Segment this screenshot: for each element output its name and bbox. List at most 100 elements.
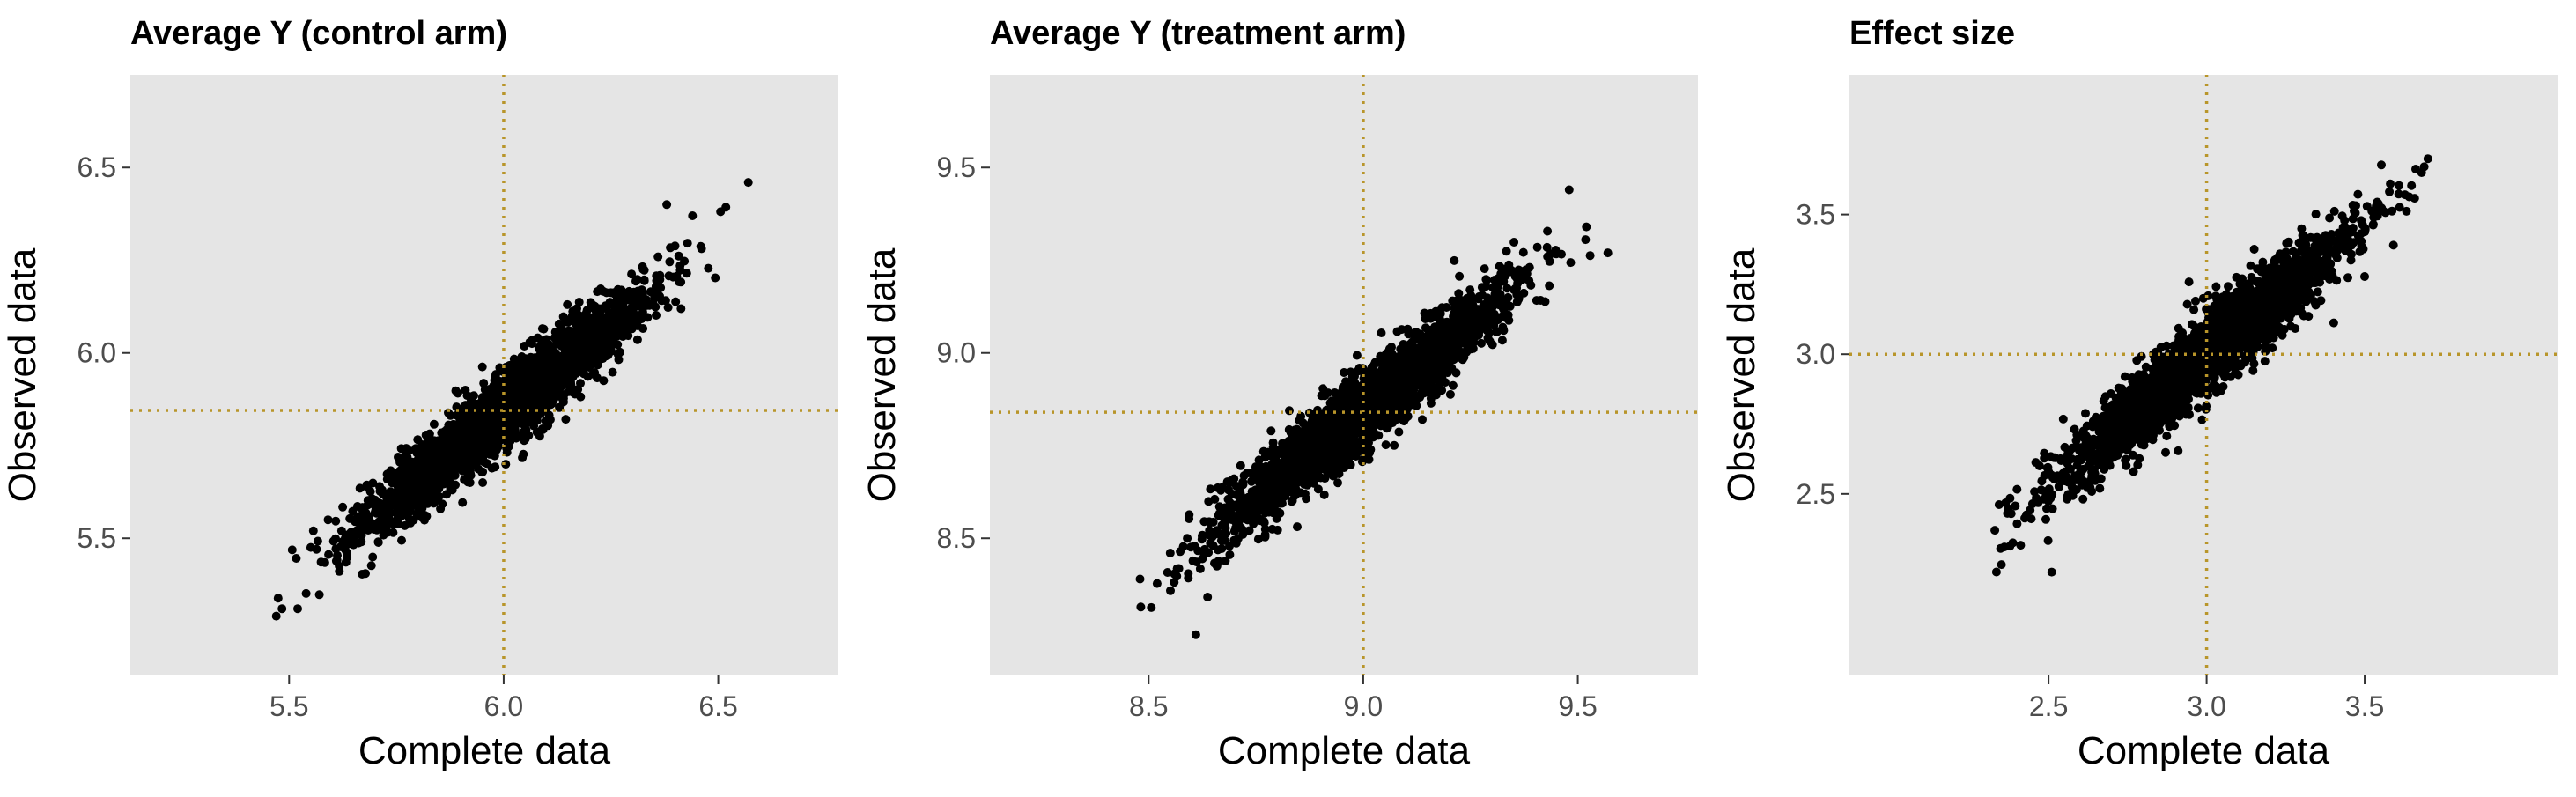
scatter-point [331,517,340,526]
scatter-point [1268,525,1277,534]
scatter-point [1398,325,1406,334]
scatter-point [525,379,534,387]
scatter-point [425,471,434,480]
scatter-point [547,356,556,365]
scatter-point [575,329,584,338]
scatter-point [474,439,483,448]
scatter-point [488,464,497,473]
scatter-point [1475,318,1484,327]
scatter-point [1586,251,1595,260]
scatter-point [1455,272,1464,281]
scatter-point [1427,309,1436,318]
scatter-point [402,478,411,487]
scatter-point [517,372,526,380]
scatter-point [343,553,351,562]
scatter-point [1466,344,1475,353]
scatter-point [1351,386,1360,395]
scatter-point [314,537,322,546]
scatter-point [368,553,377,562]
scatter-point [491,370,500,379]
scatter-point [583,306,592,314]
scatter-point [1206,484,1214,493]
scatter-point [414,446,423,454]
scatter-point [1417,368,1426,377]
scatter-point [466,469,475,477]
scatter-point [628,324,637,333]
scatter-point [1379,420,1388,429]
scatter-point [519,450,528,459]
scatter-point [1301,466,1310,475]
scatter-point [1488,340,1497,349]
scatter-point [1557,250,1566,259]
scatter-point [337,527,346,535]
scatter-point [1581,235,1590,244]
scatter-point [1441,320,1450,328]
scatter-point [1163,568,1172,577]
scatter-point [688,211,697,220]
scatter-point [371,508,380,517]
scatter-point [338,503,347,512]
scatter-point [1459,353,1468,362]
scatter-point [1319,458,1328,467]
scatter-point [1215,502,1224,511]
scatter-point [1319,416,1328,424]
scatter-point [420,516,429,525]
scatter-point [1273,514,1281,523]
scatter-point [444,476,453,485]
scatter-point [560,328,569,337]
scatter-point [1354,366,1362,375]
scatter-point [1337,399,1346,408]
scatter-point [348,507,357,516]
scatter-point [716,207,725,216]
scatter-point [656,284,665,292]
scatter-point [1285,442,1294,451]
scatter-point [1431,367,1440,376]
scatter-point [599,304,608,313]
scatter-point [1517,270,1525,279]
scatter-point [384,508,393,517]
scatter-point [506,387,514,396]
scatter-point [1507,266,1516,275]
scatter-point [1481,283,1490,291]
scatter-point [1325,427,1334,436]
scatter-point [534,373,543,382]
scatter-point [1513,279,1522,288]
scatter-point [389,496,398,505]
scatter-point [1217,536,1226,545]
scatter-point [435,451,444,460]
scatter-point [454,439,462,448]
scatter-point [1418,415,1427,424]
scatter-point [576,379,585,387]
scatter-point [1445,327,1454,336]
scatter-point [653,253,662,262]
scatter-point [468,428,476,437]
scatter-point [1293,522,1302,531]
scatter-point [1541,298,1550,306]
panel-1-background [130,75,838,675]
scatter-point [676,277,685,286]
scatter-point [1236,524,1245,533]
scatter-point [592,311,601,320]
scatter-point [561,360,570,369]
scatter-point [1446,390,1455,399]
scatter-point [594,321,602,330]
scatter-point [1186,542,1195,551]
scatter-point [1251,462,1260,471]
scatter-point [1244,502,1252,511]
scatter-point [438,467,447,476]
scatter-point [446,465,454,474]
scatter-point [395,458,404,467]
scatter-point [478,478,487,487]
scatter-point [324,550,333,559]
scatter-point [1218,483,1227,491]
scatter-point [338,541,347,550]
scatter-point [1485,328,1494,337]
scatter-point [378,485,387,494]
scatter-point [1525,263,1534,272]
scatter-point [397,444,406,453]
scatter-point [551,328,560,336]
scatter-point [1513,298,1522,306]
scatter-point [1243,469,1251,477]
